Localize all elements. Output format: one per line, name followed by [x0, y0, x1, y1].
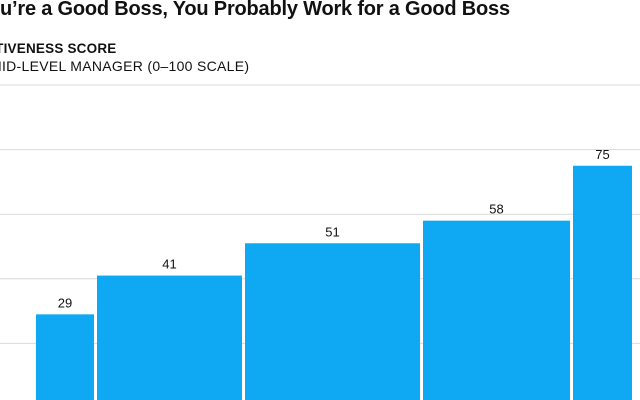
chart-subtitle: ECTIVENESS SCORE: [0, 41, 117, 56]
bar-value-label-2: 41: [162, 257, 176, 272]
chart-title: ou’re a Good Boss, You Probably Work for…: [0, 0, 510, 20]
bar-3: [245, 243, 420, 400]
bar-2: [97, 275, 242, 400]
bar-value-label-3: 51: [325, 224, 339, 239]
bar-1: [36, 314, 94, 400]
bar-value-label-5: 75: [595, 147, 609, 162]
bar-5: [573, 165, 632, 400]
bar-4: [423, 220, 570, 400]
bar-value-label-1: 29: [58, 295, 72, 310]
chart-subtitle-secondary: MID-LEVEL MANAGER (0–100 SCALE): [0, 58, 250, 74]
bar-value-label-4: 58: [489, 202, 503, 217]
